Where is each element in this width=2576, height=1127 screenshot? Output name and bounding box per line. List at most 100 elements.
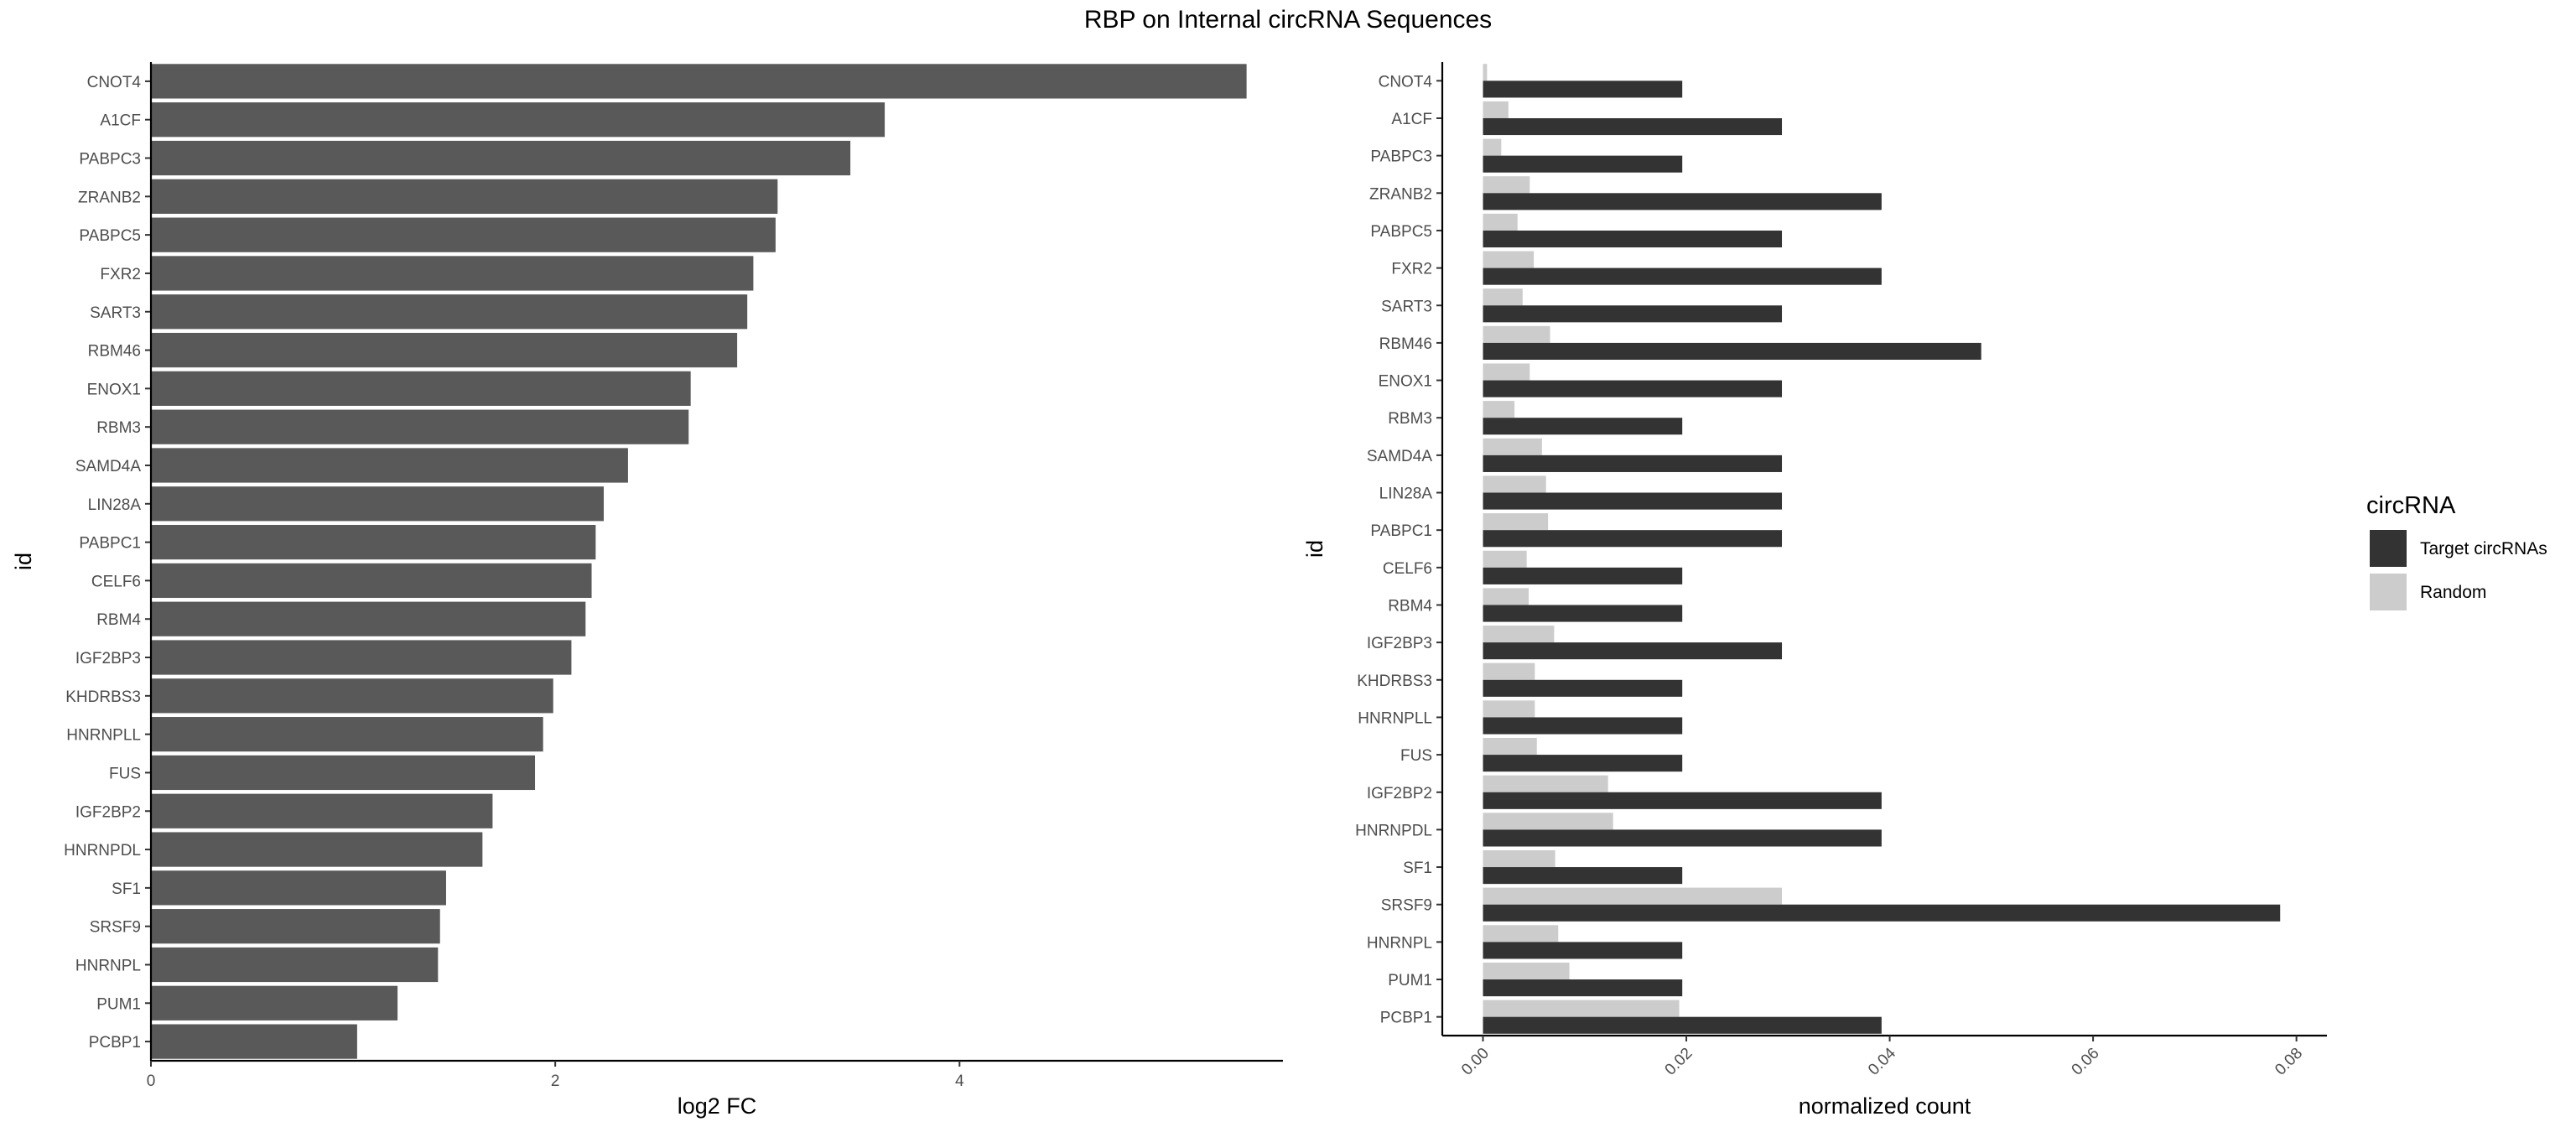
y-tick-label: PABPC3 <box>1370 148 1432 166</box>
y-tick-label: RBM3 <box>1388 410 1432 428</box>
log2fc-bar <box>151 755 536 791</box>
y-axis-title: id <box>1302 540 1327 558</box>
y-tick-label: CELF6 <box>91 573 141 590</box>
log2fc-bar <box>151 486 604 522</box>
target-circrna-bar <box>1483 342 1981 360</box>
log2fc-bar <box>151 909 440 944</box>
target-circrna-bar <box>1483 193 1882 210</box>
y-tick-label: RBM3 <box>96 419 141 437</box>
y-tick-label: SART3 <box>90 304 141 322</box>
target-circrna-bar <box>1483 380 1783 397</box>
random-bar <box>1483 775 1608 792</box>
y-tick-label: SAMD4A <box>1367 448 1432 465</box>
x-tick-label: 0.00 <box>1458 1045 1493 1079</box>
target-circrna-bar <box>1483 717 1683 735</box>
target-circrna-bar <box>1483 1016 1882 1034</box>
target-circrna-bar <box>1483 80 1683 98</box>
legend-title: circRNA <box>2366 492 2456 519</box>
random-bar <box>1483 662 1535 680</box>
x-tick-label: 4 <box>955 1072 964 1090</box>
log2fc-bar <box>151 332 738 368</box>
random-bar <box>1483 550 1527 568</box>
log2fc-bar <box>151 832 483 867</box>
y-tick-label: HNRNPL <box>75 957 141 974</box>
target-circrna-bar <box>1483 642 1783 660</box>
y-tick-label: RBM46 <box>1379 335 1432 353</box>
random-bar <box>1483 1000 1680 1017</box>
legend-swatch-target <box>2370 530 2407 567</box>
random-bar <box>1483 64 1488 81</box>
legend: circRNA Target circRNAs Random <box>2366 492 2547 610</box>
y-tick-label: RBM46 <box>88 343 141 361</box>
y-tick-label: SAMD4A <box>75 458 141 475</box>
random-bar <box>1483 475 1546 493</box>
y-tick-label: HNRNPLL <box>1358 709 1432 727</box>
random-bar <box>1483 626 1555 643</box>
y-tick-label: A1CF <box>100 112 141 130</box>
y-tick-label: ENOX1 <box>87 381 141 398</box>
legend-swatch-random <box>2370 574 2407 610</box>
target-circrna-bar <box>1483 829 1882 847</box>
random-bar <box>1483 887 1783 905</box>
target-circrna-bar <box>1483 867 1683 885</box>
y-tick-label: CNOT4 <box>87 74 142 91</box>
target-circrna-bar <box>1483 155 1683 173</box>
y-tick-label: SART3 <box>1381 298 1432 315</box>
y-tick-label: LIN28A <box>1379 486 1433 503</box>
log2fc-bar <box>151 448 628 483</box>
y-tick-label: HNRNPDL <box>64 842 141 860</box>
y-tick-label: PUM1 <box>1388 972 1432 989</box>
random-bar <box>1483 700 1535 718</box>
y-tick-label: RBM4 <box>1388 597 1432 615</box>
target-circrna-bar <box>1483 454 1783 472</box>
random-bar <box>1483 325 1550 343</box>
y-tick-label: HNRNPLL <box>66 727 141 745</box>
x-tick-label: 0.04 <box>1865 1044 1899 1078</box>
random-bar <box>1483 849 1555 868</box>
log2fc-bar <box>151 409 689 444</box>
target-circrna-bar <box>1483 230 1783 248</box>
log2fc-bar <box>151 563 592 599</box>
y-tick-label: SF1 <box>112 880 141 898</box>
y-tick-label: A1CF <box>1391 111 1432 128</box>
log2fc-bar <box>151 102 886 138</box>
log2fc-bar <box>151 985 398 1021</box>
random-bar <box>1483 363 1530 381</box>
y-tick-label: PABPC5 <box>1370 223 1432 241</box>
y-tick-label: PCBP1 <box>89 1034 141 1052</box>
y-tick-label: SRSF9 <box>1381 897 1432 915</box>
y-tick-label: IGF2BP2 <box>1367 785 1432 802</box>
log2fc-bar <box>151 294 748 330</box>
log2fc-bar <box>151 64 1247 99</box>
y-tick-label: IGF2BP2 <box>75 803 141 821</box>
y-tick-label: PUM1 <box>96 995 141 1013</box>
x-tick-label: 0.02 <box>1662 1045 1696 1079</box>
target-circrna-bar <box>1483 305 1783 323</box>
legend-label-target: Target circRNAs <box>2420 539 2547 558</box>
log2fc-bar <box>151 524 596 560</box>
target-circrna-bar <box>1483 904 2281 922</box>
y-tick-label: PABPC1 <box>79 535 141 553</box>
y-tick-label: IGF2BP3 <box>75 650 141 667</box>
random-bar <box>1483 176 1530 194</box>
random-bar <box>1483 288 1523 306</box>
y-tick-label: PABPC3 <box>79 151 141 169</box>
y-tick-label: HNRNPL <box>1367 934 1432 952</box>
random-bar <box>1483 925 1559 943</box>
log2fc-bar <box>151 947 439 983</box>
log2fc-bar <box>151 870 446 906</box>
log2fc-bar <box>151 640 572 675</box>
random-bar <box>1483 813 1613 830</box>
log2fc-bar <box>151 140 851 176</box>
y-tick-label: KHDRBS3 <box>65 688 141 706</box>
log2fc-bar <box>151 256 754 291</box>
random-bar <box>1483 138 1502 156</box>
x-tick-label: 2 <box>551 1072 560 1090</box>
target-circrna-bar <box>1483 418 1683 435</box>
y-tick-label: FXR2 <box>100 266 141 283</box>
random-bar <box>1483 588 1530 605</box>
x-axis-title: normalized count <box>1799 1093 1971 1119</box>
log2fc-bar <box>151 793 493 828</box>
log2fc-bar <box>151 678 553 714</box>
target-circrna-bar <box>1483 942 1683 959</box>
